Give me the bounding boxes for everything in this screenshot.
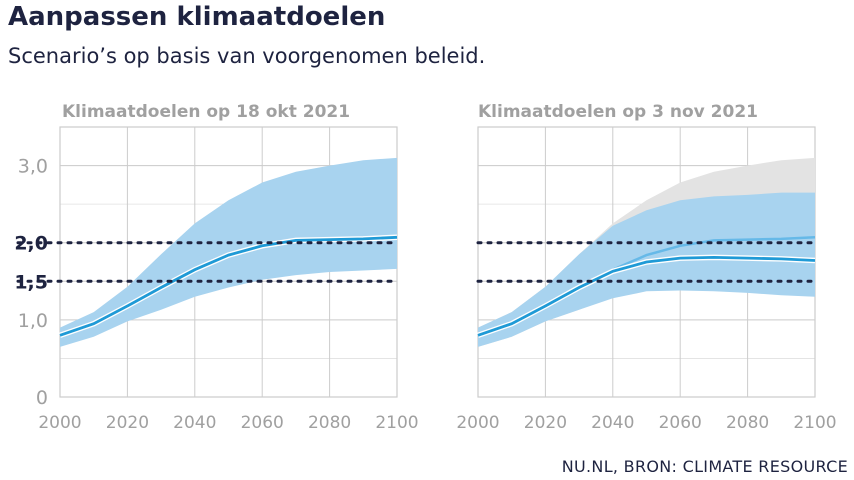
x-tick-label: 2020 xyxy=(524,413,567,433)
x-tick-label: 2060 xyxy=(241,413,284,433)
x-tick-label: 2100 xyxy=(375,413,418,433)
median-line xyxy=(59,235,398,337)
x-tick-label: 2000 xyxy=(38,413,81,433)
x-tick-label: 2040 xyxy=(591,413,634,433)
chart-title: Aanpassen klimaatdoelen xyxy=(8,2,386,32)
x-tick-label: 2060 xyxy=(659,413,702,433)
y-tick-label: 3,0 xyxy=(18,156,48,178)
x-tick-label: 2080 xyxy=(726,413,769,433)
median-line xyxy=(477,255,816,337)
y-tick-label: 1,0 xyxy=(18,310,48,332)
x-tick-label: 2080 xyxy=(308,413,351,433)
y-tick-label: 0 xyxy=(36,387,48,409)
x-tick-label: 2020 xyxy=(106,413,149,433)
y-tick-label: 1,5 xyxy=(14,271,48,293)
panel-title: Klimaatdoelen op 3 nov 2021 xyxy=(478,102,758,122)
uncertainty-band xyxy=(478,192,815,347)
panel-title: Klimaatdoelen op 18 okt 2021 xyxy=(62,102,350,122)
x-tick-label: 2100 xyxy=(793,413,836,433)
y-tick-label: 2,0 xyxy=(14,233,48,255)
chart-subtitle: Scenario’s op basis van voorgenomen bele… xyxy=(8,44,486,68)
source-credit: NU.NL, BRON: CLIMATE RESOURCE xyxy=(561,457,848,476)
x-tick-label: 2000 xyxy=(456,413,499,433)
x-tick-label: 2040 xyxy=(173,413,216,433)
